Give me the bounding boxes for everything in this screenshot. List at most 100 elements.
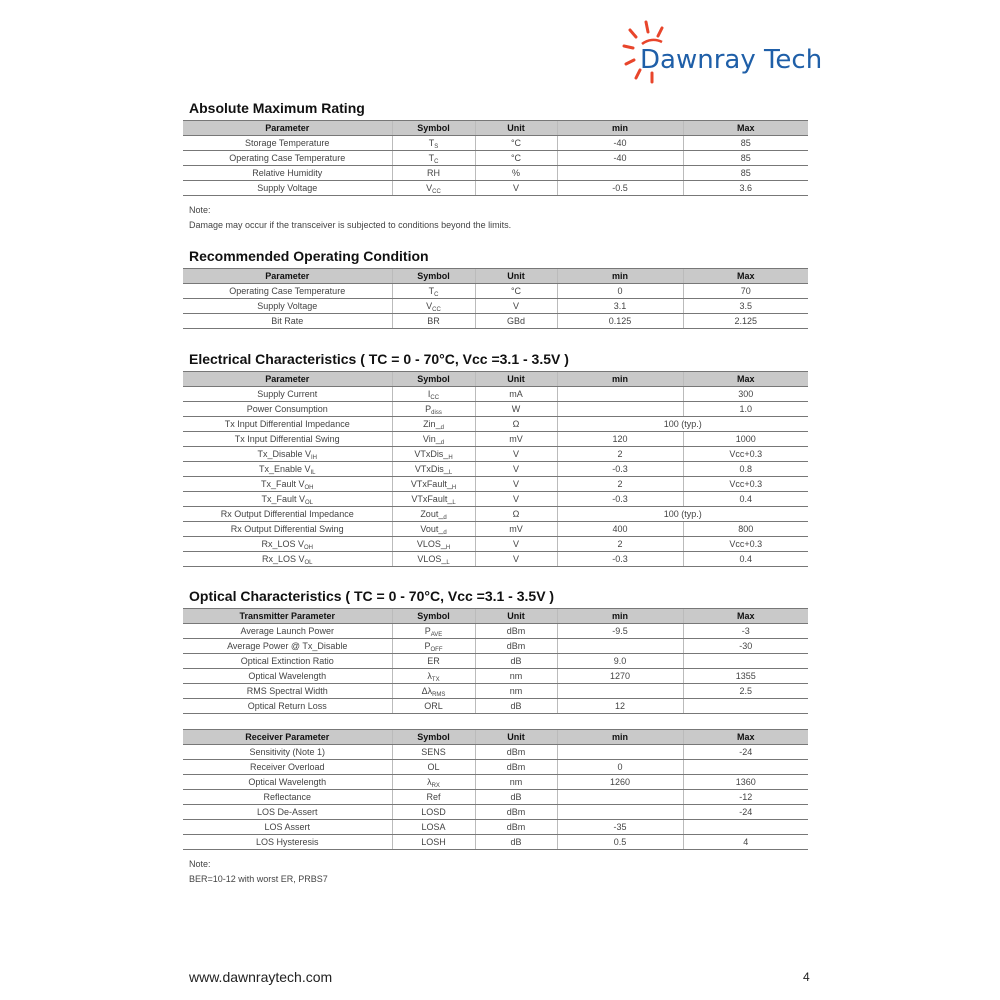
table-cell: 2 [556, 536, 683, 552]
header-row: Parameter Symbol Unit min Max [183, 120, 808, 136]
table-cell: Tx_Fault VOH [183, 476, 392, 492]
header-cell: Unit [474, 120, 557, 136]
header-cell: Symbol [391, 608, 475, 624]
table-cell: dBm [474, 804, 557, 820]
table-row: Operating Case Temperature TC °C 0 70 [183, 283, 808, 299]
section: Optical Characteristics ( TC = 0 - 70°C,… [183, 588, 808, 887]
spec-table: Transmitter Parameter Symbol Unit min Max Ave… [183, 608, 808, 714]
table-cell: dBm [474, 744, 557, 760]
cell-text: 0.4 [739, 494, 752, 504]
table-cell: λRX [391, 774, 475, 790]
cell-text: dBm [506, 626, 526, 636]
cell-subscript: d [440, 440, 445, 446]
table-cell: VTxFault_H [391, 476, 475, 492]
table-cell: Tx_Enable VIL [183, 461, 392, 477]
cell-text: V [512, 554, 519, 564]
cell-text: 0.8 [739, 464, 752, 474]
cell-text: -35 [613, 822, 627, 832]
note-text: BER=10-12 with worst ER, PRBS7 [189, 874, 328, 884]
header-cell: Unit [474, 371, 557, 387]
cell-text: 9.0 [613, 656, 627, 666]
table-cell: ΔλRMS [391, 683, 475, 699]
table-cell: V [474, 298, 557, 314]
cell-subscript: H [445, 545, 451, 551]
page-number: 4 [803, 970, 810, 984]
table-cell [682, 653, 808, 669]
table-cell: 100 (typ.) [556, 416, 808, 432]
cell-text: 1000 [735, 434, 756, 444]
header-cell: min [556, 268, 683, 284]
cell-text: T [428, 286, 435, 296]
cell-subscript: C [434, 292, 439, 298]
cell-text: VTxDis_ [414, 449, 449, 459]
cell-text: λ [427, 671, 432, 681]
cell-subscript: OL [305, 500, 314, 506]
table-cell: Rx Output Differential Swing [183, 521, 392, 537]
table-cell: Ref [391, 789, 475, 805]
cell-text: T [428, 153, 435, 163]
table-cell: TC [391, 150, 475, 166]
cell-text: LOSD [421, 807, 446, 817]
table-row: Optical Extinction Ratio ER dB 9.0 [183, 653, 808, 669]
table-cell: °C [474, 283, 557, 299]
table-cell: 12 [556, 698, 683, 714]
table-cell: 1260 [556, 774, 683, 790]
header-cell: Transmitter Parameter [183, 608, 392, 624]
table-cell: nm [474, 774, 557, 790]
cell-subscript: CC [432, 189, 441, 195]
cell-text: GBd [506, 316, 525, 326]
table-cell [556, 386, 683, 402]
header-cell: Max [682, 371, 808, 387]
header-cell: min [556, 120, 683, 136]
table-cell: BR [391, 313, 475, 329]
header-row: Parameter Symbol Unit min Max [183, 268, 808, 284]
cell-text: 3.6 [739, 183, 752, 193]
table-cell: Vout_d [391, 521, 475, 537]
cell-text: -30 [739, 641, 753, 651]
cell-text: Rx_LOS V [261, 539, 305, 549]
table-cell [682, 698, 808, 714]
note-label: Note: [189, 205, 211, 215]
table-cell: °C [474, 150, 557, 166]
table-cell: Tx Input Differential Impedance [183, 416, 392, 432]
section-title: Recommended Operating Condition [189, 248, 429, 264]
table-row: Tx_Fault VOL VTxFault_L V -0.3 0.4 [183, 491, 808, 507]
cell-text: Reflectance [263, 792, 312, 802]
cell-text: I [427, 389, 431, 399]
table-cell: 3.1 [556, 298, 683, 314]
table-cell: -3 [682, 623, 808, 639]
cell-text: nm [509, 671, 523, 681]
table-row: Bit Rate BR GBd 0.125 2.125 [183, 313, 808, 329]
cell-subscript: S [434, 144, 439, 150]
table-cell: Operating Case Temperature [183, 150, 392, 166]
table-row: Optical Wavelength λTX nm 1270 1355 [183, 668, 808, 684]
table-cell: -12 [682, 789, 808, 805]
table-cell: Vin_d [391, 431, 475, 447]
table-cell [556, 744, 683, 760]
table-row: LOS Assert LOSA dBm -35 [183, 819, 808, 835]
note-label: Note: [189, 859, 211, 869]
cell-text: -0.3 [612, 464, 628, 474]
cell-text: 100 (typ.) [663, 419, 702, 429]
table-cell: V [474, 461, 557, 477]
cell-text: -24 [739, 747, 753, 757]
cell-text: mV [509, 524, 523, 534]
header-cell: Receiver Parameter [183, 729, 392, 745]
table-row: Receiver Overload OL dBm 0 [183, 759, 808, 775]
table-cell: V [474, 551, 557, 567]
table-cell: 0.4 [682, 491, 808, 507]
cell-text: 0.4 [739, 554, 752, 564]
table-cell: Sensitivity (Note 1) [183, 744, 392, 760]
table-cell: Ω [474, 416, 557, 432]
cell-text: RH [427, 168, 440, 178]
table-row: Average Launch Power PAVE dBm -9.5 -3 [183, 623, 808, 639]
table-cell: -0.3 [556, 461, 683, 477]
cell-text: 400 [612, 524, 628, 534]
header-cell: Unit [474, 268, 557, 284]
cell-subscript: d [443, 530, 447, 536]
cell-text: mA [509, 389, 523, 399]
table-cell: -0.3 [556, 551, 683, 567]
cell-subscript: OL [304, 560, 313, 566]
table-cell: dB [474, 698, 557, 714]
